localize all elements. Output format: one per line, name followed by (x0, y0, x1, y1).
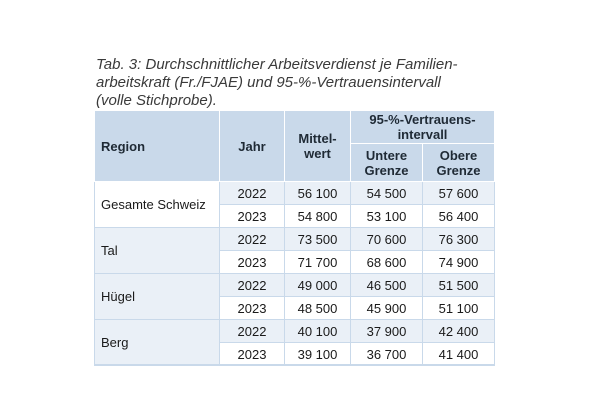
jahr-cell: 2023 (219, 342, 285, 366)
header-untere-grenze: Untere Grenze (350, 143, 423, 182)
mittelwert-cell: 54 800 (284, 204, 351, 228)
jahr-cell: 2023 (219, 204, 285, 228)
jahr-cell: 2023 (219, 296, 285, 320)
region-cell: Gesamte Schweiz (94, 181, 220, 228)
table-row: 2023 48 500 45 900 51 100 (95, 296, 495, 320)
table-bottom-rule (94, 364, 494, 366)
caption-line-1: Tab. 3: Durchschnittlicher Arbeitsverdie… (96, 56, 458, 73)
mittelwert-cell: 49 000 (284, 273, 351, 297)
untere-cell: 36 700 (350, 342, 423, 366)
obere-cell: 56 400 (422, 204, 495, 228)
table-caption: Tab. 3: Durchschnittlicher Arbeitsverdie… (96, 56, 516, 110)
mittelwert-cell: 56 100 (284, 181, 351, 205)
table-row: 2023 54 800 53 100 56 400 (95, 204, 495, 228)
jahr-cell: 2022 (219, 319, 285, 343)
header-jahr: Jahr (219, 110, 285, 182)
mittelwert-cell: 40 100 (284, 319, 351, 343)
region-cell: Berg (94, 319, 220, 366)
mittelwert-cell: 71 700 (284, 250, 351, 274)
region-cell: Tal (94, 227, 220, 274)
obere-cell: 57 600 (422, 181, 495, 205)
untere-cell: 53 100 (350, 204, 423, 228)
untere-cell: 37 900 (350, 319, 423, 343)
untere-cell: 70 600 (350, 227, 423, 251)
mittelwert-cell: 39 100 (284, 342, 351, 366)
header-obere-text: Obere Grenze (436, 147, 481, 178)
header-mittelwert-text: Mittel-wert (298, 131, 337, 161)
obere-cell: 76 300 (422, 227, 495, 251)
earnings-table: Region Jahr Mittel-wert 95-%-Vertrauens-… (94, 110, 495, 366)
untere-cell: 54 500 (350, 181, 423, 205)
table-row: Tal 2022 73 500 70 600 76 300 (94, 227, 495, 274)
obere-cell: 41 400 (422, 342, 495, 366)
table-row: Berg 2022 40 100 37 900 42 400 (94, 319, 495, 366)
untere-cell: 45 900 (350, 296, 423, 320)
table-row: 2023 39 100 36 700 41 400 (95, 342, 495, 366)
table-row: Hügel 2022 49 000 46 500 51 500 (94, 273, 495, 320)
obere-cell: 42 400 (422, 319, 495, 343)
caption-line-3: (volle Stichprobe). (96, 92, 217, 109)
mittelwert-cell: 73 500 (284, 227, 351, 251)
table-body: Gesamte Schweiz 2022 56 100 54 500 57 600 202… (94, 181, 495, 366)
jahr-cell: 2022 (219, 181, 285, 205)
untere-cell: 68 600 (350, 250, 423, 274)
untere-cell: 46 500 (350, 273, 423, 297)
caption-line-2: arbeitskraft (Fr./FJAE) und 95-%-Vertrau… (96, 74, 441, 91)
obere-cell: 51 100 (422, 296, 495, 320)
region-cell: Hügel (94, 273, 220, 320)
jahr-cell: 2022 (219, 227, 285, 251)
header-vertrauensintervall-text: 95-%-Vertrauens-intervall (369, 112, 476, 142)
obere-cell: 74 900 (422, 250, 495, 274)
table-row: Gesamte Schweiz 2022 56 100 54 500 57 600 (94, 181, 495, 228)
header-region: Region (94, 110, 220, 182)
mittelwert-cell: 48 500 (284, 296, 351, 320)
header-vertrauensintervall: 95-%-Vertrauens-intervall (350, 110, 495, 144)
obere-cell: 51 500 (422, 273, 495, 297)
jahr-cell: 2022 (219, 273, 285, 297)
jahr-cell: 2023 (219, 250, 285, 274)
header-untere-text: Untere Grenze (364, 147, 409, 178)
header-obere-grenze: Obere Grenze (422, 143, 495, 182)
header-mittelwert: Mittel-wert (284, 110, 351, 182)
